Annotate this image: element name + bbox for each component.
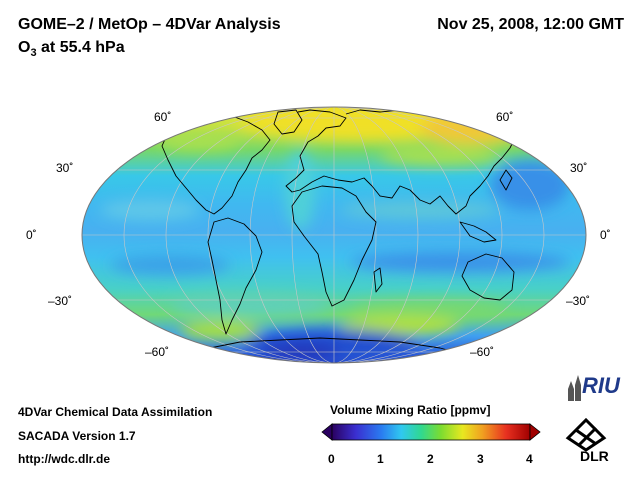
lat-label-left-60: 60˚ <box>154 110 172 124</box>
species-subscript: 3 <box>30 47 37 60</box>
species-label: O <box>18 39 31 56</box>
lat-label-right-m30: –30˚ <box>566 294 591 308</box>
dlr-logo-icon <box>565 417 607 452</box>
lat-label-right-60: 60˚ <box>496 110 514 124</box>
colorbar-tick-3: 3 <box>477 452 484 466</box>
lat-label-left-30: 30˚ <box>56 161 74 175</box>
globe-border <box>81 106 587 364</box>
lat-label-left-0: 0˚ <box>26 228 37 242</box>
colorbar <box>321 423 541 441</box>
colorbar-tick-4: 4 <box>526 452 533 466</box>
lat-label-right-m60: –60˚ <box>470 345 495 359</box>
riu-logo-text: RIU <box>582 373 620 398</box>
lat-label-right-0: 0˚ <box>600 228 611 242</box>
colorbar-max-arrow <box>529 423 541 441</box>
footer-line-1: 4DVar Chemical Data Assimilation <box>18 405 213 419</box>
dlr-logo-text: DLR <box>580 448 609 464</box>
colorbar-tick-2: 2 <box>427 452 434 466</box>
colorbar-min-arrow <box>321 423 333 441</box>
colorbar-title: Volume Mixing Ratio [ppmv] <box>330 403 491 417</box>
vmr-field <box>82 107 586 363</box>
footer-url: http://wdc.dlr.de <box>18 452 110 466</box>
lat-label-left-m60: –60˚ <box>145 345 170 359</box>
riu-logo-icon <box>568 375 581 401</box>
footer-line-2: SACADA Version 1.7 <box>18 429 136 443</box>
lat-label-left-m30: –30˚ <box>48 294 73 308</box>
pressure-level: at 55.4 hPa <box>36 39 125 56</box>
map-subtitle: O3 at 55.4 hPa <box>18 39 125 59</box>
lat-label-right-30: 30˚ <box>570 161 588 175</box>
colorbar-tick-1: 1 <box>377 452 384 466</box>
colorbar-tick-0: 0 <box>328 452 335 466</box>
analysis-datetime: Nov 25, 2008, 12:00 GMT <box>437 16 624 33</box>
map-title: GOME–2 / MetOp – 4DVar Analysis <box>18 16 281 33</box>
